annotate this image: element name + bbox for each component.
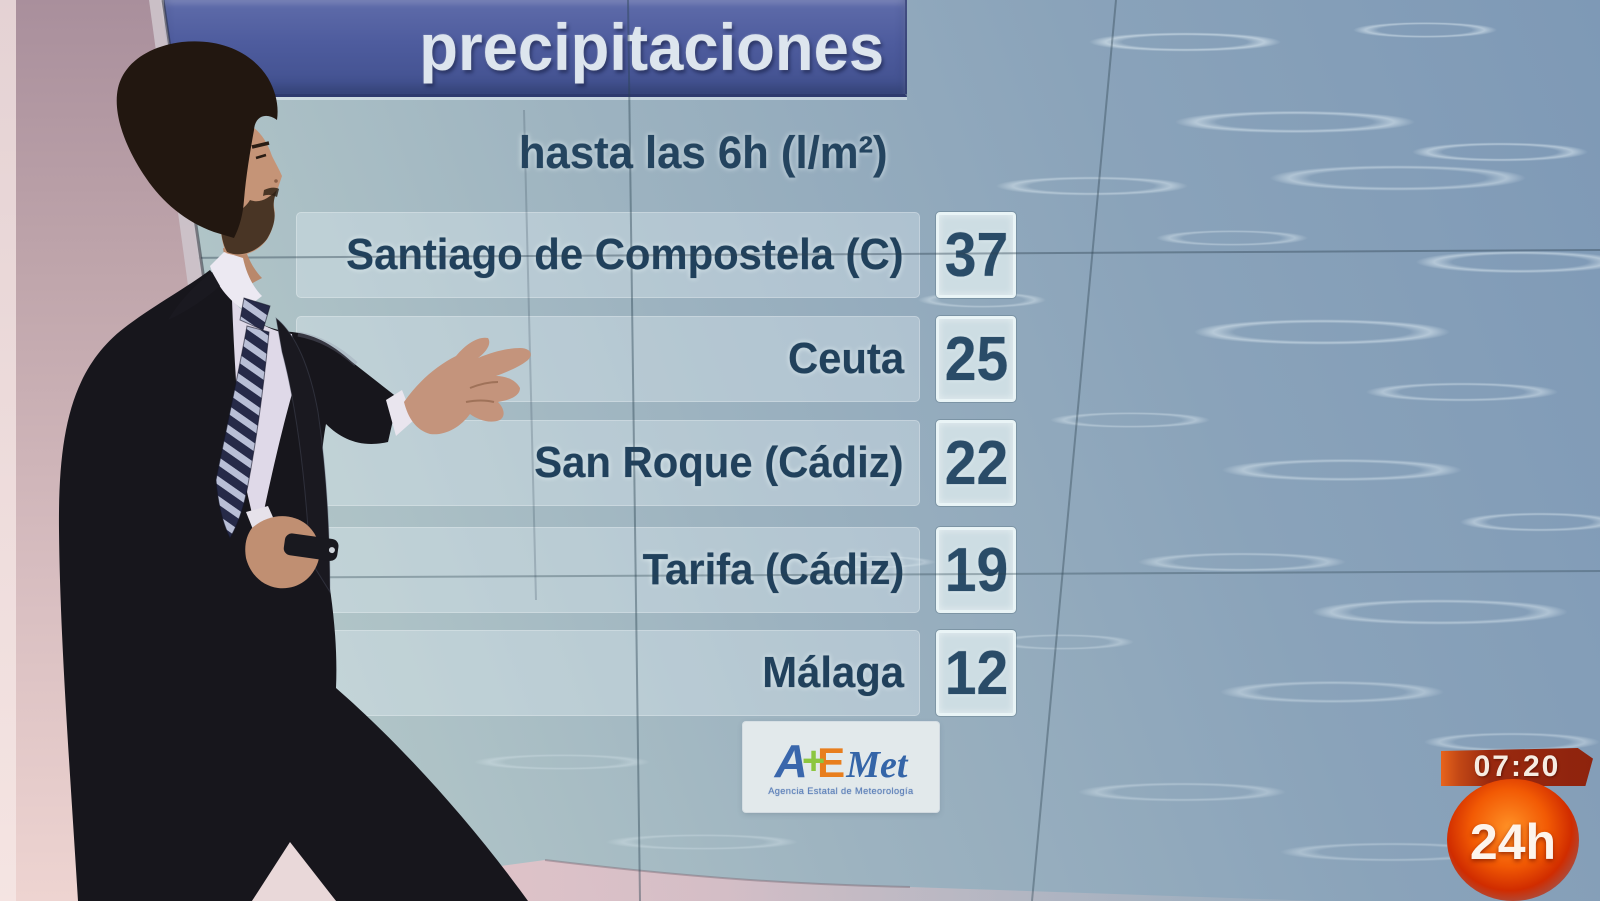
row-value-box: 19: [936, 527, 1016, 613]
clock-time: 07:20: [1473, 750, 1561, 783]
row-value-box: 37: [936, 212, 1016, 298]
aemet-logo: A + E Met Agencia Estatal de Meteorologí…: [743, 722, 939, 812]
row-location: Santiago de Compostela (C): [346, 230, 904, 279]
table-row: Ceuta 25: [160, 316, 1600, 402]
row-value: 25: [944, 324, 1008, 394]
row-value: 12: [944, 638, 1008, 708]
table-row: Tarifa (Cádiz) 19: [160, 527, 1600, 613]
channel-24h-logo: 24h: [1447, 779, 1579, 901]
aemet-letter-a: A: [774, 734, 808, 787]
row-value: 19: [944, 535, 1008, 605]
studio-wall-highlight: [0, 0, 16, 901]
row-label-box: Ceuta: [296, 316, 920, 402]
board-title: precipitaciones: [419, 10, 884, 84]
table-row: Málaga 12: [160, 630, 1600, 716]
channel-24h-text: 24h: [1469, 814, 1557, 870]
aemet-letter-e: E: [817, 738, 846, 786]
row-value-box: 12: [936, 630, 1016, 716]
aemet-plus-icon: +: [801, 738, 826, 783]
row-label-box: Santiago de Compostela (C): [296, 212, 920, 298]
row-value-box: 22: [936, 420, 1016, 506]
row-location: Málaga: [762, 648, 904, 697]
row-label-box: Tarifa (Cádiz): [296, 527, 920, 613]
row-location: San Roque (Cádiz): [534, 438, 904, 487]
aemet-caption: Agencia Estatal de Meteorología: [768, 785, 914, 797]
row-label-box: San Roque (Cádiz): [296, 420, 920, 506]
aemet-logo-text: A + E Met: [775, 738, 908, 784]
row-location: Ceuta: [787, 334, 904, 383]
row-label-box: Málaga: [296, 630, 920, 716]
board-subtitle: hasta las 6h (l/m²): [518, 127, 888, 178]
table-row: San Roque (Cádiz) 22: [160, 420, 1600, 506]
row-location: Tarifa (Cádiz): [642, 545, 904, 594]
board-title-bar: precipitaciones: [160, 0, 907, 97]
row-value-box: 25: [936, 316, 1016, 402]
aemet-letters-met: Met: [846, 743, 908, 786]
table-row: Santiago de Compostela (C) 37: [160, 212, 1600, 298]
row-value: 22: [944, 428, 1008, 498]
row-value: 37: [944, 220, 1008, 290]
